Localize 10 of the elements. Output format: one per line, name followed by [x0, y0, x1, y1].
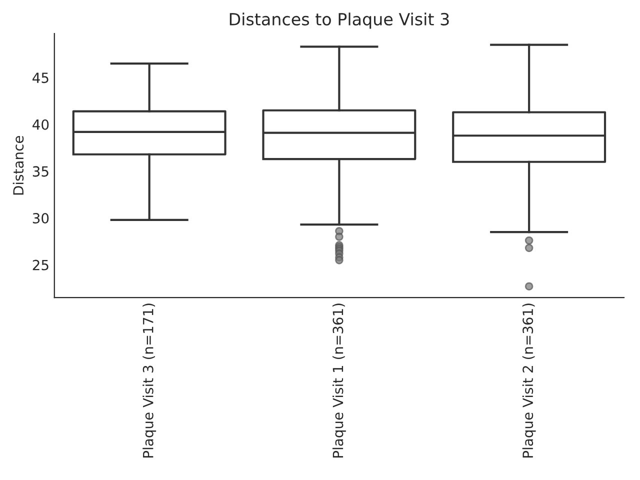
- y-axis-title: Distance: [12, 136, 24, 195]
- y-tick-label: 45: [32, 72, 48, 84]
- chart-title: Distances to Plaque Visit 3: [230, 12, 449, 29]
- y-tick-label: 30: [32, 212, 49, 224]
- x-tick-label: Plaque Visit 2 (n=361): [522, 304, 536, 458]
- x-tick-label: Plaque Visit 3 (n=171): [142, 304, 156, 458]
- y-tick-label: 35: [32, 166, 48, 177]
- y-tick-label: 40: [32, 119, 49, 130]
- y-tick-label: 25: [32, 260, 48, 270]
- x-tick-label: Plaque Visit 1 (n=361): [332, 304, 346, 458]
